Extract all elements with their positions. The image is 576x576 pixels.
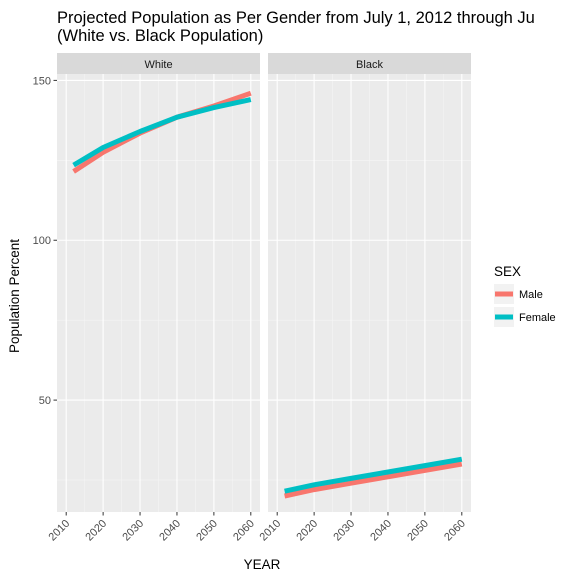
series-line-white-female — [72, 97, 252, 168]
legend-title: SEX — [494, 264, 521, 279]
x-tick-label: 2060 — [231, 518, 257, 544]
legend: SEX Male Female — [494, 264, 556, 327]
facet-strip — [57, 53, 260, 74]
y-axis-title: Population Percent — [7, 239, 22, 353]
x-tick-label: 2010 — [258, 518, 284, 544]
x-tick-label: 2010 — [47, 518, 73, 544]
y-axis: 50 100 150 — [33, 75, 57, 407]
x-tick-label: 2060 — [442, 518, 468, 544]
legend-label-male: Male — [519, 289, 543, 301]
facet-panel-white: White — [57, 53, 260, 512]
x-tick-label: 2050 — [194, 518, 220, 544]
facet-strip-label: Black — [356, 59, 383, 71]
y-tick-label: 150 — [33, 75, 51, 87]
chart-title-line-1: Projected Population as Per Gender from … — [57, 9, 535, 27]
series-line-black-male — [284, 461, 463, 499]
legend-label-female: Female — [519, 312, 556, 324]
facet-strip-label: White — [144, 59, 172, 71]
chart-title-line-2: (White vs. Black Population) — [57, 27, 263, 45]
facet-panels: White Black — [57, 53, 471, 512]
x-tick-label: 2020 — [294, 518, 320, 544]
y-tick-label: 100 — [33, 235, 51, 247]
x-tick-label: 2050 — [405, 518, 431, 544]
x-tick-label: 2040 — [368, 518, 394, 544]
x-axis: 2010 2020 2030 2040 2050 2060 2010 2020 2030 2040… — [47, 512, 468, 543]
x-tick-label: 2040 — [157, 518, 183, 544]
x-tick-label: 2030 — [331, 518, 357, 544]
facet-strip — [268, 53, 471, 74]
x-tick-label: 2030 — [120, 518, 146, 544]
x-tick-label: 2020 — [83, 518, 109, 544]
y-tick-label: 50 — [39, 395, 51, 407]
series-line-black-female — [284, 456, 463, 494]
x-axis-title: YEAR — [244, 557, 281, 572]
facet-panel-black: Black — [268, 53, 471, 512]
